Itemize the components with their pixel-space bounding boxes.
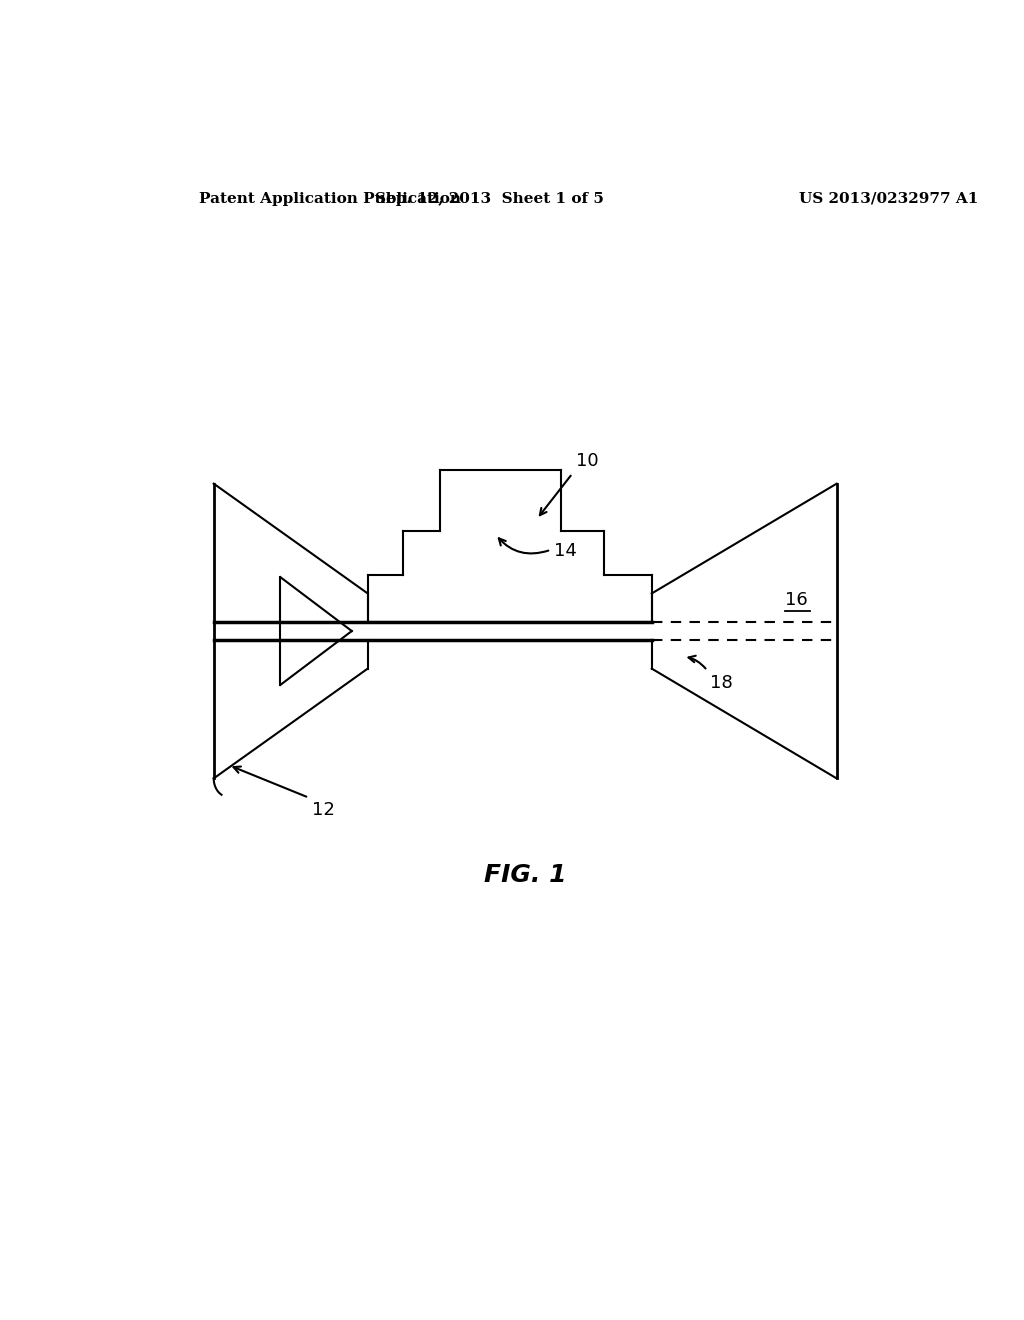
Text: US 2013/0232977 A1: US 2013/0232977 A1 [799, 191, 978, 206]
Text: 12: 12 [312, 801, 335, 818]
Text: 14: 14 [554, 541, 578, 560]
Text: 16: 16 [785, 590, 808, 609]
Text: Patent Application Publication: Patent Application Publication [200, 191, 462, 206]
Text: 18: 18 [710, 673, 732, 692]
Text: 10: 10 [577, 453, 599, 470]
Text: FIG. 1: FIG. 1 [483, 863, 566, 887]
Text: Sep. 12, 2013  Sheet 1 of 5: Sep. 12, 2013 Sheet 1 of 5 [375, 191, 603, 206]
